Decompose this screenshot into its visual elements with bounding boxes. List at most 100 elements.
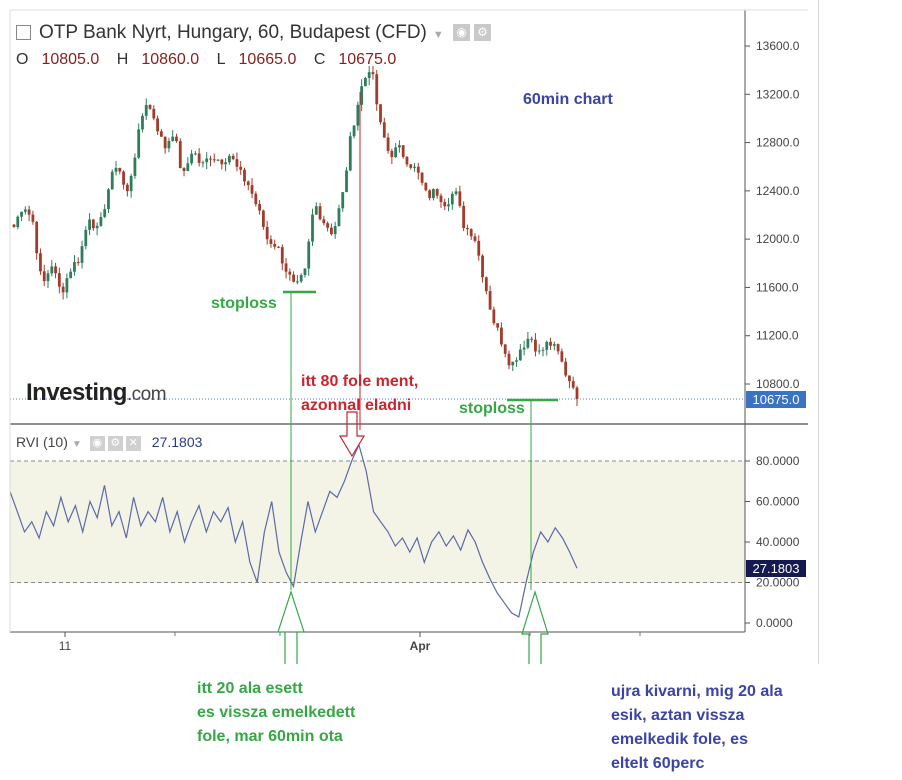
candle-down (175, 136, 178, 142)
candle-up (447, 204, 450, 207)
candle-down (292, 274, 296, 282)
candle-down (284, 263, 288, 272)
candle-down (556, 344, 560, 352)
candle-up (114, 167, 118, 172)
rvi-tick-label: 0.0000 (756, 616, 793, 630)
candle-up (394, 147, 398, 158)
indicator-value: 27.1803 (151, 434, 203, 450)
candle-down (288, 271, 292, 275)
candle-down (246, 181, 250, 186)
annotation-stoploss-right: stoploss (459, 400, 525, 417)
candle-up (341, 192, 345, 209)
annotation-buy-left-line3: fole, mar 60min ota (197, 728, 343, 745)
collapse-box-icon[interactable] (16, 25, 31, 41)
candle-up (69, 271, 73, 279)
chart-frame: 13600.0 13200.0 12800.0 12400.0 12000.0 11600… (9, 0, 819, 664)
candle-down (568, 375, 571, 382)
last-price-tag: 10675.0 (746, 391, 806, 408)
low-label: L (216, 51, 226, 68)
candle-up (110, 171, 114, 190)
candle-up (398, 145, 401, 148)
candle-down (409, 164, 413, 168)
gear-icon[interactable]: ⚙ (107, 435, 123, 451)
candle-down (91, 219, 95, 229)
candle-up (307, 241, 311, 269)
candle-up (454, 191, 458, 194)
annotation-wait-line4: eltelt 60perc (611, 755, 705, 772)
rvi-tick-label: 40.0000 (756, 535, 800, 549)
candle-down (530, 338, 534, 340)
candle-up (227, 155, 231, 163)
candle-up (515, 360, 518, 362)
chevron-down-icon[interactable]: ▼ (71, 439, 82, 450)
price-tick-label: 12400.0 (756, 184, 800, 198)
rvi-tick-label: 60.0000 (756, 495, 800, 509)
candle-up (103, 209, 107, 217)
candle-down (481, 255, 484, 278)
indicator-name: RVI (10) (16, 434, 68, 450)
open-label: O (16, 51, 29, 68)
candle-up (88, 219, 91, 230)
grid (10, 460, 745, 583)
close-value: 10675.0 (338, 51, 397, 68)
candle-down (178, 141, 182, 169)
candle-up (413, 166, 416, 168)
eye-icon[interactable]: ◉ (89, 435, 105, 451)
candle-up (299, 274, 303, 282)
candle-down (250, 185, 254, 194)
candle-down (401, 145, 405, 157)
annotation-sell: itt 80 fole ment, azonnal eladni (301, 370, 418, 418)
candle-up (107, 189, 110, 210)
chevron-down-icon[interactable]: ▼ (432, 29, 444, 41)
logo-suffix: .com (126, 384, 167, 405)
candle-down (35, 221, 39, 254)
candle-down (560, 351, 564, 362)
candle-down (156, 118, 159, 132)
candle-up (522, 347, 526, 350)
close-icon[interactable]: ✕ (125, 435, 141, 451)
annotation-wait: ujra kivarni, mig 20 ala esik, aztan vis… (611, 680, 783, 776)
candle-down (534, 339, 537, 352)
candle-down (386, 137, 390, 151)
candle-down (435, 189, 439, 196)
open-value: 10805.0 (41, 51, 100, 68)
candle-up (171, 136, 175, 142)
candle-down (405, 156, 409, 165)
candle-up (190, 153, 193, 164)
eye-icon[interactable]: ◉ (453, 24, 471, 42)
candle-down (239, 166, 243, 170)
candle-down (458, 191, 462, 206)
candle-down (39, 253, 42, 272)
candle-down (261, 210, 265, 227)
candle-down (182, 168, 186, 171)
candle-down (265, 226, 269, 240)
candle-down (439, 195, 443, 202)
logo-main: Investing (26, 379, 127, 406)
investing-logo: Investing.com (26, 379, 167, 407)
candle-up (167, 141, 171, 149)
annotation-buy-left-line2: es vissza emelkedett (197, 704, 356, 721)
annotation-buy-left-line1: itt 20 ala esett (197, 680, 303, 697)
candle-down (148, 104, 152, 109)
candle-up (333, 225, 337, 235)
rvi-line (9, 443, 578, 618)
low-value: 10665.0 (238, 51, 297, 68)
candle-up (364, 78, 367, 87)
candle-up (360, 86, 364, 105)
candle-up (337, 208, 341, 226)
gear-icon[interactable]: ⚙ (474, 24, 492, 42)
candle-up (224, 162, 227, 165)
candle-down (125, 184, 129, 192)
price-tick-label: 11200.0 (756, 329, 799, 343)
candle-up (16, 216, 20, 228)
candle-up (144, 104, 148, 116)
candle-down (371, 72, 375, 75)
time-axis: 11 Apr (59, 632, 641, 653)
indicator-title-bar: RVI (10) ▼ ◉ ⚙ ✕ 27.1803 (16, 434, 202, 451)
annotation-60min: 60min chart (523, 91, 613, 108)
candle-up (518, 349, 522, 361)
chart-title-bar: OTP Bank Nyrt, Hungary, 60, Budapest (CF… (16, 22, 492, 44)
candle-down (273, 244, 277, 247)
price-tick-label: 10800.0 (756, 377, 800, 391)
candle-up (129, 175, 133, 192)
